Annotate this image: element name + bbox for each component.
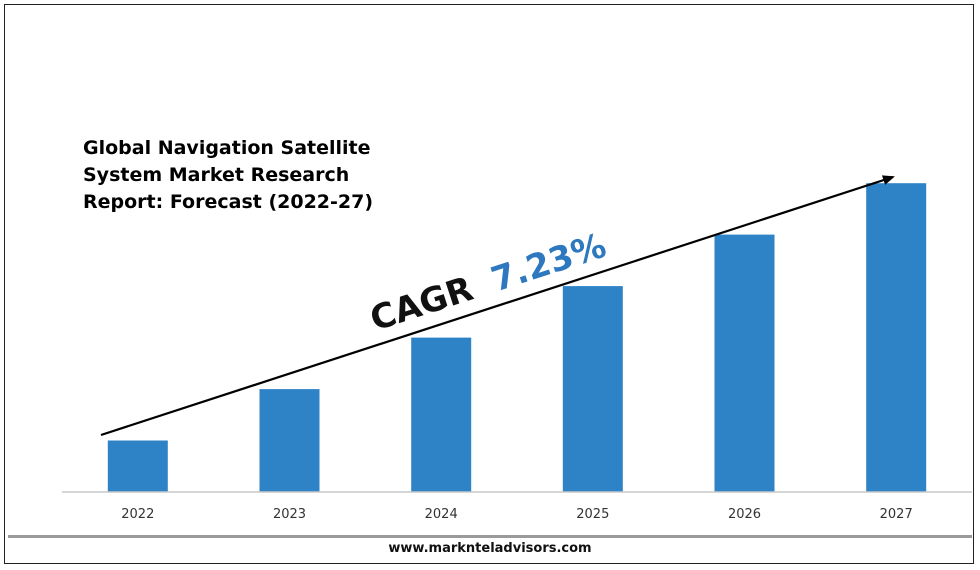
tick-labels-layer: 2022 2023 2024 2025 2026 2027 — [121, 507, 912, 522]
source-url: www.marknteladvisors.com — [388, 541, 592, 556]
bar-2024 — [411, 337, 472, 492]
bar-2026 — [714, 234, 775, 492]
bar-2027 — [866, 183, 927, 492]
x-tick-label-2026: 2026 — [728, 507, 761, 522]
x-tick-label-2025: 2025 — [576, 507, 609, 522]
chart-title-line-2: System Market Research — [83, 164, 350, 186]
x-tick-label-2022: 2022 — [121, 507, 154, 522]
chart-title: Global Navigation Satellite System Marke… — [83, 135, 413, 216]
bar-2025 — [562, 286, 623, 492]
trend-arrow — [100, 175, 895, 437]
cagr-prefix: CAGR — [365, 269, 478, 340]
chart-title-line-3: Report: Forecast (2022-27) — [83, 191, 374, 213]
bars-layer — [107, 183, 927, 492]
bar-2022 — [107, 440, 168, 492]
x-tick-label-2023: 2023 — [273, 507, 306, 522]
x-tick-label-2027: 2027 — [880, 507, 913, 522]
footer-divider — [8, 535, 972, 538]
bar-2023 — [259, 389, 320, 492]
x-tick-label-2024: 2024 — [425, 507, 458, 522]
chart-title-line-1: Global Navigation Satellite — [83, 137, 371, 159]
